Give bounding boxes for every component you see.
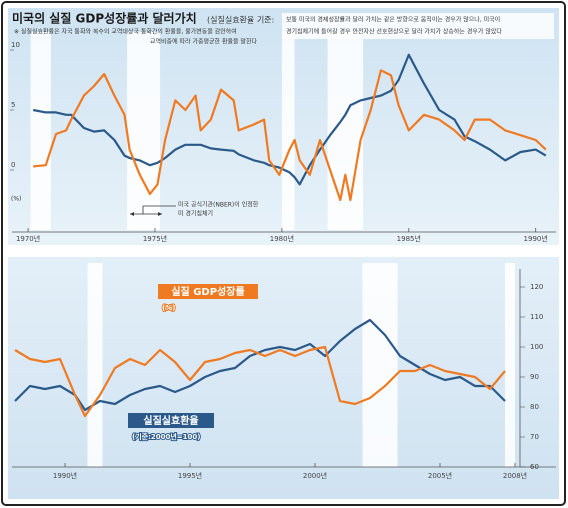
annotation-box	[282, 13, 554, 39]
x-tick-label: 1995년	[178, 471, 202, 480]
note: ※ 실질실효환율은 자국 통화와 복수의 교역대상국 통화간의 환율을, 물가변…	[14, 28, 237, 36]
note: 교역비중에 따라 가중평균한 환율을 말한다	[150, 38, 257, 46]
chart-title: 미국의 실질 GDP성장률과 달러가치	[12, 11, 197, 26]
legend-box	[158, 284, 258, 299]
series-line	[33, 69, 547, 202]
legend-label: 실질 GDP성장률	[171, 285, 244, 298]
recession-band	[127, 32, 161, 230]
y-tick-label: 60	[530, 463, 539, 471]
x-tick-label: 1975년	[143, 234, 167, 243]
plot-layer: 1970년 1975년 1980년 1985년 1990년 0 5 10 1990년 1995년 2…	[10, 32, 556, 480]
recession-band	[505, 263, 515, 467]
recession-label: 미국 공식기관(NBER)이 인정한	[178, 201, 259, 209]
recession-band	[362, 263, 398, 467]
annotation: 보통 미국의 경제성장률과 달러 가치는 같은 방향으로 움직이는 경우가 많으…	[286, 16, 500, 24]
y-axis-label: (%)	[11, 196, 21, 203]
y-tick-label: 120	[530, 283, 543, 291]
legend-unit: (%)	[162, 304, 175, 312]
x-tick-label: 2008년	[503, 471, 527, 480]
x-tick-label: 1985년	[397, 234, 421, 243]
recession-band	[30, 32, 51, 230]
x-tick-label: 2000년	[303, 471, 327, 480]
y-tick-label: 70	[530, 433, 539, 441]
x-tick-label: 1990년	[524, 234, 548, 243]
y-tick-label: 10	[11, 41, 20, 49]
recession-label: 미 경기침체기	[178, 210, 213, 218]
recession-band	[281, 32, 295, 230]
legend-box	[128, 413, 214, 428]
x-tick-label: 1970년	[16, 234, 40, 243]
y-tick-label: 80	[530, 403, 539, 411]
series-line	[14, 345, 506, 418]
legend-label: 실질실효환율	[143, 414, 198, 427]
x-tick-label: 2005년	[428, 471, 452, 480]
annotation: 경기침체기에 들어갈 경우 안전자산 선호현상으로 달러 가치가 상승하는 경우…	[286, 28, 502, 36]
y-tick-label: 90	[530, 373, 539, 381]
y-tick-label: 100	[530, 343, 543, 351]
title-note: (실질실효환율 기준:	[207, 15, 274, 25]
y-tick-label: 0	[11, 161, 15, 169]
y-tick-label: 110	[530, 313, 543, 321]
x-tick-label: 1980년	[270, 234, 294, 243]
y-tick-label: 5	[11, 101, 15, 109]
recession-band	[87, 263, 103, 467]
legend-unit: (기준:2000년=100)	[132, 432, 200, 441]
x-tick-label: 1990년	[53, 471, 77, 480]
